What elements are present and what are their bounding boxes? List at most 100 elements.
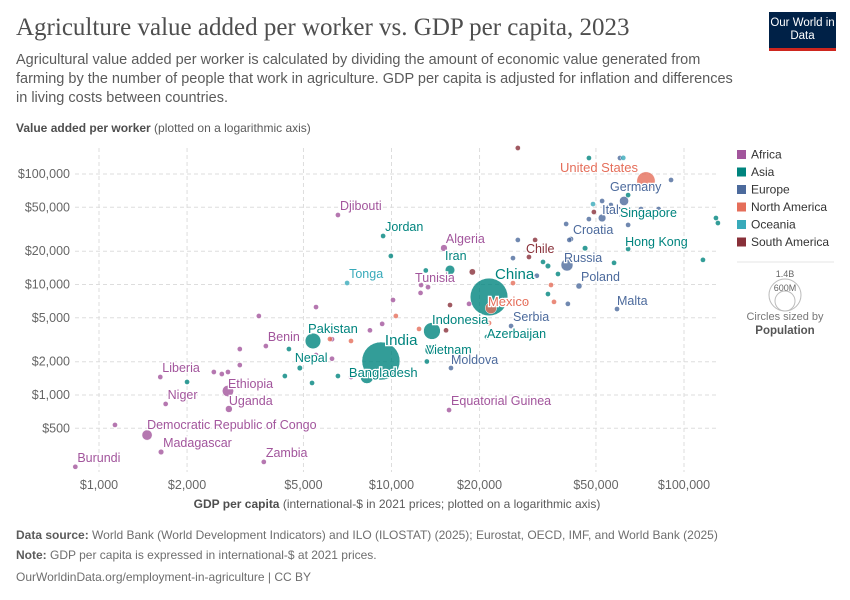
- point-label: Liberia: [162, 361, 200, 375]
- data-point: [286, 346, 292, 352]
- data-point: [586, 155, 592, 161]
- data-point-mexico: [485, 302, 497, 314]
- data-point-democratic-republic-of-congo: [141, 429, 153, 441]
- size-legend-small-label: 600M: [774, 283, 797, 293]
- data-point: [388, 253, 394, 259]
- legend-label: Europe: [751, 183, 790, 197]
- data-point: [327, 336, 333, 342]
- point-label: Madagascar: [163, 436, 232, 450]
- data-point: [313, 352, 319, 358]
- data-point: [599, 198, 605, 204]
- data-point-madagascar: [158, 448, 165, 456]
- data-point-indonesia: [423, 322, 441, 340]
- chart-subtitle: Agricultural value added per worker is c…: [16, 52, 733, 106]
- legend-swatch-north-america: [737, 202, 746, 212]
- point-label: China: [495, 266, 535, 283]
- data-point: [510, 255, 516, 261]
- note-label: Note:: [16, 548, 47, 562]
- y-tick-label: $2,000: [32, 355, 70, 369]
- point-label: Algeria: [446, 232, 485, 246]
- data-point-pakistan: [304, 332, 322, 350]
- data-point: [379, 321, 385, 327]
- legend-swatch-south-america: [737, 237, 746, 247]
- data-point: [625, 192, 631, 198]
- size-legend-variable: Population: [755, 325, 814, 337]
- chart-title: Agriculture value added per worker vs. G…: [16, 14, 630, 41]
- data-point: [582, 245, 589, 252]
- point-label: Bangladesh: [349, 365, 418, 380]
- data-point: [313, 304, 319, 310]
- data-point: [424, 358, 430, 365]
- point-label: Vietnam: [426, 343, 472, 357]
- x-tick-label: $100,000: [658, 478, 710, 492]
- data-point: [534, 272, 540, 279]
- data-point-china: [469, 277, 509, 317]
- x-tick-label: $20,000: [457, 478, 502, 492]
- size-legend-large-label: 1.4B: [776, 269, 795, 279]
- data-point-uganda: [225, 405, 233, 413]
- x-tick-label: $2,000: [168, 478, 206, 492]
- legend-swatch-oceania: [737, 220, 746, 229]
- point-label: Tunisia: [415, 271, 455, 285]
- point-label: Singapore: [620, 206, 677, 220]
- data-point-serbia: [508, 323, 514, 329]
- data-point: [608, 202, 614, 208]
- owid-logo[interactable]: Our World in Data: [769, 12, 836, 51]
- data-point-nepal: [296, 365, 303, 371]
- y-axis-label: Value added per worker (plotted on a log…: [16, 121, 311, 135]
- legend-swatch-africa: [737, 150, 746, 159]
- data-point: [443, 327, 449, 334]
- y-tick-label: $1,000: [32, 388, 70, 402]
- data-point: [638, 206, 644, 212]
- data-point-india: [361, 341, 401, 381]
- legend-swatch-europe: [737, 185, 746, 194]
- data-point-tonga: [344, 280, 350, 286]
- point-label: Tonga: [349, 267, 383, 281]
- point-label: Nepal: [295, 351, 328, 365]
- data-point: [655, 206, 662, 212]
- data-point: [329, 355, 335, 362]
- point-label: Iran: [445, 249, 467, 263]
- y-tick-label: $10,000: [25, 278, 70, 292]
- data-point-poland: [575, 282, 583, 290]
- point-label: Indonesia: [432, 312, 489, 327]
- point-label: Pakistan: [308, 321, 358, 336]
- data-point: [348, 338, 354, 344]
- data-point: [393, 313, 399, 319]
- y-tick-label: $500: [42, 421, 70, 435]
- data-point: [715, 220, 721, 226]
- note: Note: GDP per capita is expressed in int…: [16, 548, 377, 562]
- point-label: Zambia: [266, 446, 308, 460]
- y-tick-label: $5,000: [32, 311, 70, 325]
- data-point: [611, 260, 617, 266]
- data-point-djibouti: [335, 212, 341, 218]
- point-label: Hong Kong: [625, 235, 688, 249]
- legend-label: North America: [751, 200, 827, 214]
- data-point: [625, 222, 631, 228]
- data-point: [524, 301, 530, 307]
- x-axis-label: GDP per capita (international-$ in 2021 …: [194, 497, 601, 511]
- data-point: [563, 221, 569, 227]
- data-point: [586, 216, 592, 222]
- data-point: [468, 268, 476, 276]
- size-legend-title: Circles sized by: [746, 311, 824, 323]
- point-label: United States: [560, 160, 639, 175]
- x-tick-label: $1,000: [80, 478, 118, 492]
- data-point-azerbaijan: [484, 334, 490, 340]
- point-label: Ethiopia: [228, 377, 273, 391]
- data-point: [630, 166, 636, 172]
- data-point-moldova: [448, 365, 454, 371]
- point-label: Mexico: [488, 294, 529, 309]
- data-point-niger: [162, 401, 169, 407]
- point-label: Azerbaijan: [487, 327, 546, 341]
- data-point: [515, 145, 521, 151]
- data-point: [184, 379, 190, 385]
- source-url[interactable]: OurWorldinData.org/employment-in-agricul…: [16, 570, 312, 584]
- data-point-algeria: [440, 244, 448, 252]
- data-point: [236, 346, 243, 352]
- data-point-liberia: [157, 374, 164, 380]
- point-label: Niger: [168, 388, 198, 402]
- data-point: [620, 155, 627, 161]
- data-point-jordan: [380, 233, 386, 239]
- y-tick-label: $20,000: [25, 244, 70, 258]
